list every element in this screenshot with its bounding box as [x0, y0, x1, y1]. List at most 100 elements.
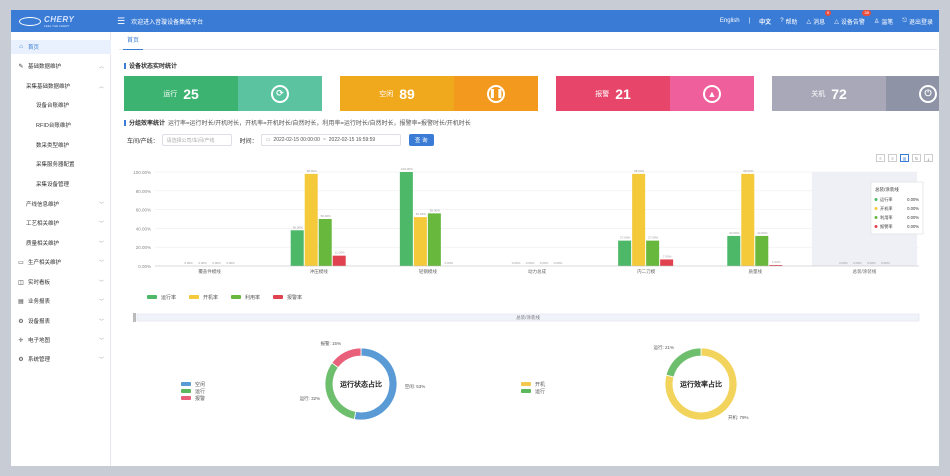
line-view-icon[interactable]: ≡: [876, 154, 885, 162]
sidebar-item-2[interactable]: 采集基础数据维护 ︿: [11, 79, 111, 93]
sidebar-item-10[interactable]: 质量相关维护 ﹀: [11, 236, 111, 250]
chevron-up-icon: ︿: [98, 63, 104, 70]
alarm-badge: 38: [862, 10, 871, 16]
tooltip-value: 0.00%: [907, 215, 919, 220]
legend-label: 运行率: [161, 294, 176, 301]
legend-label: 开机率: [203, 294, 218, 301]
status-card-icon-box: ⏻: [886, 76, 939, 111]
sidebar-item-7[interactable]: 采集设备管理: [11, 177, 111, 191]
sidebar-item-11[interactable]: ▭ 生产相关维护 ﹀: [11, 255, 111, 269]
sidebar-item-4[interactable]: RFID台账维护: [11, 118, 111, 132]
logout-label: 退出登录: [908, 19, 933, 26]
sidebar-item-3[interactable]: 设备台账维护: [11, 98, 111, 112]
sidebar-item-12[interactable]: ◫ 实时看板 ﹀: [11, 275, 111, 289]
logo-text: CHERY: [44, 14, 75, 24]
restore-icon[interactable]: ↻: [912, 154, 921, 162]
bar-data-label: 27.00%: [620, 236, 631, 240]
zoom-slider-label: 总装/涂装线: [516, 314, 540, 321]
sidebar-item-14[interactable]: ⚙ 设备报表 ﹀: [11, 314, 111, 328]
donut-slice: [324, 362, 357, 420]
sidebar-item-label: 采集服务器配置: [36, 162, 75, 168]
user-menu[interactable]: ♙ 温笔: [874, 17, 893, 26]
bar-data-label: 0.00%: [184, 261, 193, 265]
x-tick-label: 动力总成: [528, 268, 546, 275]
app-window: CHERY FEEL THE CHERY ☰ 欢迎进入音璇设备集成平台 Engl…: [11, 10, 939, 466]
legend-label: 空闲: [195, 381, 205, 388]
status-card-0[interactable]: 运行 25 ⟳: [124, 76, 322, 111]
stack-view-icon[interactable]: ▥: [900, 154, 909, 162]
bar-data-label: 0.00%: [881, 261, 890, 265]
sidebar-item-13[interactable]: ▤ 业务报表 ﹀: [11, 294, 111, 308]
sidebar-item-0[interactable]: ⌂ 首页: [11, 40, 111, 54]
lang-english-link[interactable]: English: [719, 18, 740, 24]
tooltip-series-name: 利用率: [880, 214, 893, 221]
sidebar-item-9[interactable]: 工艺相关维护 ﹀: [11, 216, 111, 230]
status-card-main: 运行 25: [124, 76, 238, 111]
refresh-icon: ⟳: [271, 84, 289, 103]
bar-data-label: 27.00%: [648, 236, 659, 240]
bar-data-label: 98.00%: [743, 169, 754, 173]
legend-swatch: [231, 295, 241, 299]
zoom-slider: [136, 313, 920, 322]
date-start: 2022-02-15 00:00:00: [273, 137, 320, 143]
legend-swatch: [181, 396, 191, 400]
alarm-link[interactable]: △ 设备告警 38: [834, 10, 871, 26]
bar: [646, 240, 660, 266]
chevron-down-icon: ﹀: [98, 279, 104, 286]
status-section-title: 设备状态实时统计: [124, 61, 177, 70]
download-icon[interactable]: ⤓: [924, 154, 933, 162]
menu-toggle-icon[interactable]: ☰: [117, 15, 126, 26]
query-button[interactable]: 查 询: [408, 134, 434, 146]
chevron-down-icon: ﹀: [98, 298, 104, 305]
bar: [618, 240, 632, 266]
bar-data-label: 98.00%: [307, 169, 318, 173]
bar-data-label: 0.00%: [540, 261, 549, 265]
efficiency-bar-chart: 100.00% 80.00% 60.00% 40.00% 20.00% 0.00% 覆盖件模…: [133, 167, 924, 322]
tab-home[interactable]: 首页: [123, 36, 144, 50]
lang-chinese-link[interactable]: 中文: [759, 19, 772, 26]
bar-data-label: 0.00%: [839, 261, 848, 265]
messages-badge: 0: [824, 10, 832, 16]
bar-view-icon[interactable]: ≡: [888, 154, 897, 162]
status-card-label: 关机: [811, 90, 826, 98]
sidebar-item-label: 设备台账维护: [36, 103, 70, 109]
bar-data-label: 0.00%: [867, 261, 876, 265]
alarm-label: 设备告警: [840, 19, 865, 26]
status-card-2[interactable]: 报警 21 ▲: [556, 76, 754, 111]
sidebar-item-16[interactable]: ⚙ 系统管理 ﹀: [11, 352, 111, 366]
help-link[interactable]: ? 帮助: [780, 17, 797, 26]
sidebar-item-5[interactable]: 数采类型维护: [11, 138, 111, 152]
bar-data-label: 0.00%: [554, 261, 563, 265]
messages-link[interactable]: △ 消息 0: [807, 10, 832, 26]
date-range-picker[interactable]: ▭ 2022-02-15 00:00:00 ~ 2022-02-15 16:59…: [260, 134, 401, 146]
tooltip-series-name: 运行率: [880, 196, 893, 203]
line-select[interactable]: 请选择公司/车间/产线: [161, 134, 232, 146]
y-tick-label: 60.00%: [136, 208, 151, 213]
bar-data-label: 0.00%: [198, 261, 207, 265]
sidebar-item-6[interactable]: 采集服务器配置: [11, 157, 111, 171]
sidebar-item-1[interactable]: ✎ 基础数据维护 ︿: [11, 59, 111, 73]
tooltip-value: 0.00%: [907, 224, 919, 229]
legend-swatch: [521, 382, 531, 386]
line-select-placeholder: 请选择公司/车间/产线: [166, 137, 215, 144]
donut-slice: [665, 347, 702, 378]
report-icon: ▤: [18, 298, 24, 305]
legend-swatch: [181, 389, 191, 393]
x-tick-label: 覆盖件模线: [198, 268, 221, 275]
y-tick-label: 40.00%: [136, 226, 151, 231]
bar: [755, 235, 769, 266]
filter-bar: 车间/产线： 请选择公司/车间/产线 时间： ▭ 2022-02-15 00:0…: [127, 134, 434, 146]
status-card-1[interactable]: 空闲 89 ❚❚: [340, 76, 538, 111]
y-tick-label: 80.00%: [136, 189, 151, 194]
bar: [427, 213, 441, 266]
legend-label: 利用率: [245, 294, 260, 301]
header-actions: English | 中文 ? 帮助 △ 消息 0 △ 设备告警 38 ♙ 温笔 ⎋ 退出登录: [719, 10, 939, 26]
status-card-3[interactable]: 关机 72 ⏻: [772, 76, 939, 111]
bar-data-label: 50.00%: [321, 214, 332, 218]
sidebar-item-8[interactable]: 产线信息维护 ﹀: [11, 197, 111, 211]
time-label: 时间：: [239, 138, 258, 145]
logout-link[interactable]: ⎋ 退出登录: [902, 17, 933, 26]
sidebar-item-15[interactable]: ✛ 电子地图 ﹀: [11, 333, 111, 347]
bar-data-label: 98.00%: [634, 169, 645, 173]
